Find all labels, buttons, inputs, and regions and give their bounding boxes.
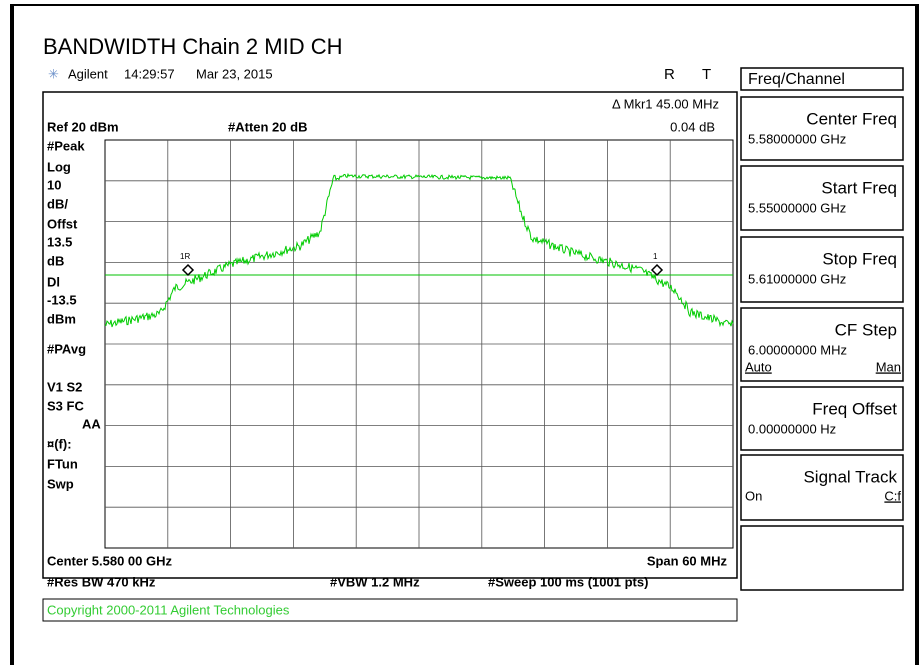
flag: R (664, 66, 675, 83)
softkey-label: Freq Offset (812, 399, 897, 418)
side-label: ¤(f): (47, 436, 72, 451)
softkey-option: C:f (884, 488, 901, 503)
softkey-value: 5.61000000 GHz (748, 271, 846, 286)
side-label: Dl (47, 274, 60, 289)
status-bar (42, 598, 738, 622)
softkey[interactable] (740, 307, 904, 382)
side-label: #Peak (47, 138, 85, 153)
softkey-label: CF Step (835, 320, 897, 339)
softkey[interactable] (740, 236, 904, 303)
vbw: #VBW 1.2 MHz (330, 574, 420, 589)
side-label: Swp (47, 476, 74, 491)
span: Span 60 MHz (647, 553, 728, 568)
side-label: FTun (47, 456, 78, 471)
softkey-label: Signal Track (803, 467, 897, 486)
softkey-label: Stop Freq (822, 249, 897, 268)
side-label: Offst (47, 216, 78, 231)
ref-level: Ref 20 dBm (47, 119, 119, 134)
softkey[interactable] (740, 96, 904, 161)
marker (650, 263, 664, 277)
softkey[interactable] (740, 454, 904, 521)
side-label: V1 S2 (47, 379, 82, 394)
rbw: #Res BW 470 kHz (47, 574, 156, 589)
time: 14:29:57 (124, 66, 175, 81)
side-label: 10 (47, 177, 61, 192)
softkey-option: Man (876, 359, 901, 374)
side-label: S3 FC (47, 398, 84, 413)
brand: Agilent (68, 66, 108, 81)
grid (104, 139, 734, 549)
softkey-value: 6.00000000 MHz (748, 342, 847, 357)
sweep: #Sweep 100 ms (1001 pts) (488, 574, 648, 589)
side-label: -13.5 (47, 292, 77, 307)
marker-label: 1R (180, 252, 190, 261)
left-labels: #Peak Log 10 dB/Offst 13.5 dB Dl -13.5 dBm #PAvg V… (47, 138, 101, 491)
softkey-label: Start Freq (821, 178, 897, 197)
frame-right (915, 4, 919, 665)
center: Center 5.580 00 GHz (47, 553, 173, 568)
softkey-value: 5.55000000 GHz (748, 200, 846, 215)
side-label: AA (82, 416, 101, 431)
softkey-option: On (745, 488, 762, 503)
screen-box (42, 91, 738, 579)
icon: ✳ (48, 66, 59, 81)
softkey-label: Center Freq (806, 109, 897, 128)
marker-readout: Δ Mkr1 45.00 MHz (612, 96, 719, 111)
side-label: dB/ (47, 196, 68, 211)
side-label: #PAvg (47, 341, 86, 356)
softkey[interactable] (740, 165, 904, 231)
softkey-value: 5.58000000 GHz (748, 131, 846, 146)
softkey[interactable] (740, 525, 904, 591)
copyright: Copyright 2000-2011 Agilent Technologies (47, 602, 290, 617)
side-label: Log (47, 159, 71, 174)
frame-left (10, 4, 14, 665)
menu-title: Freq/Channel (748, 71, 845, 88)
frame-top (10, 4, 919, 6)
atten: #Atten 20 dB (228, 119, 307, 134)
title: BANDWIDTH Chain 2 MID CH (43, 34, 342, 59)
menu: Center Freq 5.58000000 GHz Start Freq 5.550… (740, 96, 904, 591)
side-label: dB (47, 253, 64, 268)
softkey-option: Auto (745, 359, 772, 374)
flag: T (702, 66, 711, 83)
side-label: dBm (47, 311, 76, 326)
trace (104, 172, 734, 328)
marker (181, 263, 195, 277)
softkey-value: 0.00000000 Hz (748, 421, 836, 436)
softkey[interactable] (740, 386, 904, 451)
date: Mar 23, 2015 (196, 66, 273, 81)
side-label: 13.5 (47, 234, 72, 249)
marker-label: 1 (653, 252, 658, 261)
marker-delta: 0.04 dB (670, 119, 715, 134)
menu-title-box (740, 67, 904, 91)
